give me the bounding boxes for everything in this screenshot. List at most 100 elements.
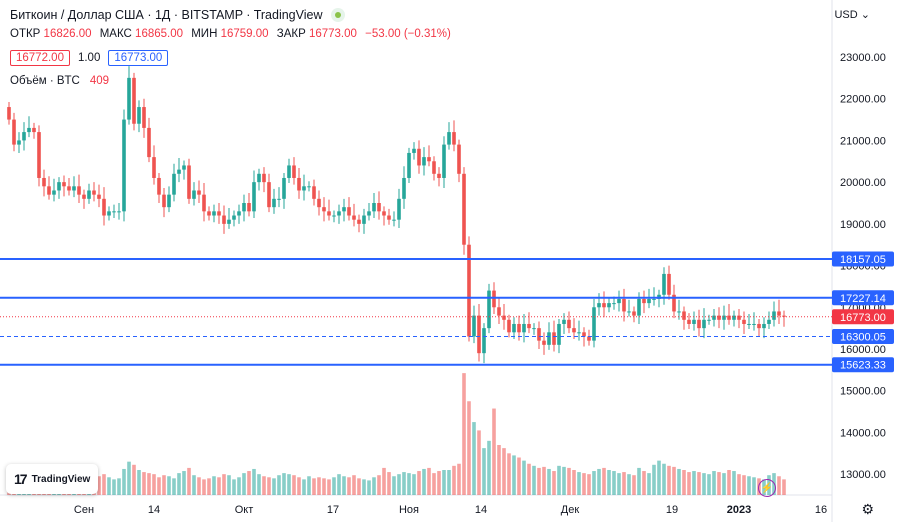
candle-body <box>87 190 91 199</box>
candle-body <box>572 328 576 333</box>
volume-bar <box>327 479 331 495</box>
volume-bar <box>592 471 596 495</box>
candle-body <box>152 157 156 178</box>
candle-body <box>742 319 746 324</box>
candle-body <box>352 215 356 220</box>
volume-bar <box>727 470 731 495</box>
volume-bar <box>352 475 356 495</box>
high-value: 16865.00 <box>135 28 184 40</box>
candle-body <box>402 177 406 199</box>
volume-bar <box>492 408 496 495</box>
volume-bar <box>717 472 721 495</box>
volume-value: 409 <box>89 75 110 87</box>
volume-bar <box>217 477 221 495</box>
candle-body <box>197 190 201 195</box>
candle-body <box>467 244 471 337</box>
y-tick-label: 19000.00 <box>840 219 886 231</box>
level-label-box <box>832 251 894 267</box>
candle-body <box>777 311 781 316</box>
lightning-icon[interactable]: ⚡ <box>758 479 776 497</box>
volume-bar <box>137 470 141 495</box>
x-tick-label: 14 <box>148 504 160 516</box>
candle-body <box>102 198 106 216</box>
candle-body <box>632 311 636 316</box>
candle-body <box>347 207 351 216</box>
candle-body <box>22 132 26 141</box>
candle-body <box>67 186 71 191</box>
candle-body <box>132 77 136 124</box>
candle-body <box>62 182 66 187</box>
volume-bar <box>532 465 536 495</box>
volume-bar <box>377 475 381 495</box>
volume-bar <box>682 470 686 495</box>
volume-bar <box>247 471 251 495</box>
volume-bar <box>257 474 261 495</box>
tradingview-logo[interactable]: 17 TradingView <box>6 464 98 494</box>
candle-body <box>512 323 516 333</box>
volume-bar <box>392 476 396 495</box>
bid-box[interactable]: 16772.00 <box>10 50 70 66</box>
candle-body <box>482 328 486 354</box>
candle-body <box>17 140 21 145</box>
candle-body <box>42 177 46 187</box>
volume-bar <box>517 457 521 495</box>
market-open-icon[interactable] <box>330 8 345 22</box>
currency-selector[interactable]: USD ⌄ <box>834 9 870 21</box>
change-value: −53.00 (−0.31%) <box>365 28 451 40</box>
volume-bar <box>127 461 131 495</box>
ask-box[interactable]: 16773.00 <box>108 50 169 66</box>
volume-bar <box>457 463 461 495</box>
volume-bar <box>342 476 346 495</box>
volume-bar <box>157 477 161 495</box>
volume-bar <box>272 478 276 495</box>
candle-body <box>382 211 386 216</box>
gear-icon[interactable]: ⚙ <box>861 501 874 517</box>
y-tick-label: 20000.00 <box>840 177 886 189</box>
candle-body <box>187 165 191 199</box>
candle-body <box>242 203 246 212</box>
x-tick-label: 19 <box>666 504 678 516</box>
level-label: 18157.05 <box>840 254 886 266</box>
candle-body <box>252 182 256 212</box>
candle-body <box>112 211 116 213</box>
candle-body <box>607 303 611 308</box>
candle-body <box>92 190 96 195</box>
level-label-box <box>832 328 894 344</box>
volume-bar <box>507 453 511 495</box>
candle-body <box>427 157 431 162</box>
candle-body <box>622 298 626 312</box>
volume-bar <box>502 448 506 495</box>
candle-body <box>27 127 31 133</box>
volume-bar <box>362 479 366 495</box>
candle-body <box>712 315 716 320</box>
volume-bar <box>667 465 671 495</box>
candle-body <box>422 157 426 166</box>
volume-bar <box>427 467 431 495</box>
volume-bar <box>752 477 756 495</box>
volume-bar <box>622 472 626 495</box>
volume-bar <box>282 473 286 495</box>
candle-body <box>752 323 756 325</box>
candle-body <box>677 311 681 313</box>
volume-bar <box>347 477 351 495</box>
candle-body <box>762 323 766 329</box>
volume-bar <box>472 422 476 495</box>
x-tick-label: 14 <box>475 504 487 516</box>
level-label: 17227.14 <box>840 293 886 305</box>
volume-bar <box>642 471 646 495</box>
candle-body <box>652 298 656 300</box>
volume-bar <box>432 473 436 495</box>
volume-bar <box>412 474 416 495</box>
volume-bar <box>782 479 786 495</box>
volume-bar <box>692 471 696 495</box>
volume-bar <box>437 471 441 495</box>
volume-bar <box>647 473 651 495</box>
candle-body <box>682 311 686 320</box>
volume-bar <box>632 475 636 495</box>
candle-body <box>72 186 76 191</box>
candle-body <box>292 165 296 178</box>
candle-body <box>672 294 676 312</box>
candle-body <box>312 186 316 199</box>
candle-body <box>627 311 631 313</box>
